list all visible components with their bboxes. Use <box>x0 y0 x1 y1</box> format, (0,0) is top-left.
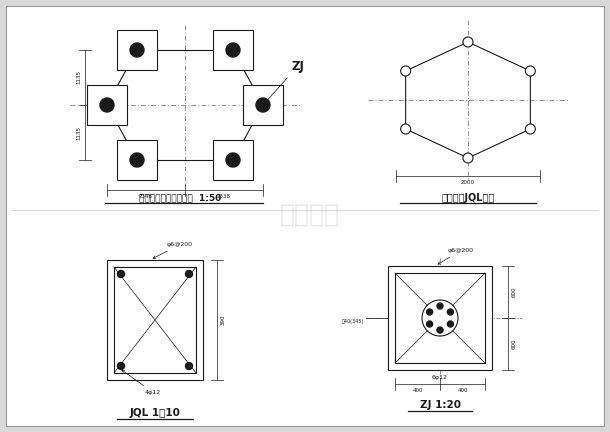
Bar <box>114 267 196 373</box>
Text: 600: 600 <box>512 287 517 297</box>
Circle shape <box>118 270 124 277</box>
Text: 390: 390 <box>221 315 226 325</box>
Bar <box>117 30 157 70</box>
Circle shape <box>447 321 453 327</box>
Bar <box>87 85 127 125</box>
Text: φ6@200: φ6@200 <box>438 248 474 264</box>
Bar <box>213 140 253 180</box>
Circle shape <box>185 362 193 369</box>
Text: φ6@200: φ6@200 <box>153 242 193 258</box>
Circle shape <box>437 303 443 309</box>
Circle shape <box>256 98 270 112</box>
Text: 400: 400 <box>458 388 468 393</box>
Bar <box>388 266 492 370</box>
Circle shape <box>426 321 432 327</box>
Bar <box>243 85 283 125</box>
Text: 䅀40(345): 䅀40(345) <box>342 318 364 324</box>
Text: 600: 600 <box>512 339 517 349</box>
Circle shape <box>100 98 114 112</box>
Text: 1135: 1135 <box>76 70 81 85</box>
Circle shape <box>422 300 458 336</box>
Circle shape <box>437 327 443 333</box>
Circle shape <box>401 66 411 76</box>
Circle shape <box>463 153 473 163</box>
Bar <box>395 273 485 363</box>
Text: 2346: 2346 <box>139 194 153 199</box>
Text: 2000: 2000 <box>461 180 475 185</box>
Text: ZJ 1:20: ZJ 1:20 <box>420 400 461 410</box>
Bar <box>117 140 157 180</box>
Circle shape <box>426 309 432 315</box>
Circle shape <box>226 153 240 167</box>
Text: 观景亭基础结构平面图  1:50: 观景亭基础结构平面图 1:50 <box>139 193 221 202</box>
Circle shape <box>525 124 536 134</box>
Circle shape <box>185 270 193 277</box>
Circle shape <box>525 66 536 76</box>
Circle shape <box>401 124 411 134</box>
Circle shape <box>130 43 144 57</box>
Text: 6φ12: 6φ12 <box>432 375 448 380</box>
Circle shape <box>447 309 453 315</box>
Text: ZJ: ZJ <box>265 60 304 103</box>
Bar <box>107 260 203 380</box>
Circle shape <box>463 37 473 47</box>
Circle shape <box>226 43 240 57</box>
Circle shape <box>118 362 124 369</box>
Text: 1135: 1135 <box>76 126 81 140</box>
Text: JQL 1：10: JQL 1：10 <box>129 408 181 418</box>
Text: 土木在线: 土木在线 <box>280 203 340 227</box>
Bar <box>213 30 253 70</box>
Text: 4φ12: 4φ12 <box>122 370 161 395</box>
Circle shape <box>130 153 144 167</box>
Text: 2338: 2338 <box>217 194 231 199</box>
Text: 基础圈梁JQL布置: 基础圈梁JQL布置 <box>442 193 495 203</box>
Text: 400: 400 <box>412 388 423 393</box>
